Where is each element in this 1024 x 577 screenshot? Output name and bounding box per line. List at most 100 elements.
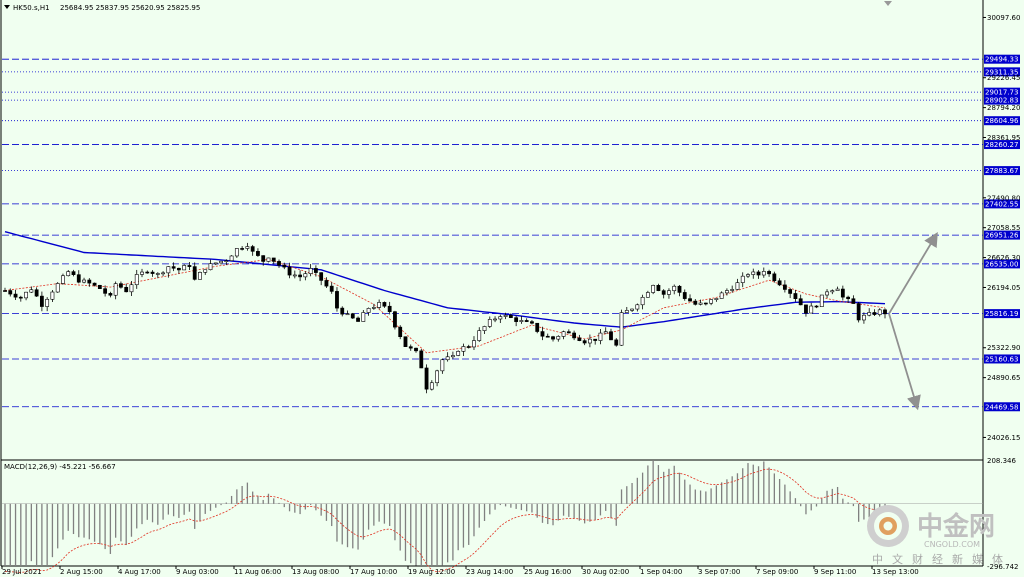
level-label: 25816.19 — [985, 310, 1018, 318]
level-label: 28260.27 — [985, 141, 1018, 149]
candle-body — [113, 283, 118, 296]
candle-body — [13, 293, 18, 298]
candle-body — [187, 265, 192, 267]
candle-body — [593, 338, 598, 341]
time-tick-label: 17 Aug 10:00 — [350, 568, 397, 576]
candle-body — [556, 336, 561, 340]
candle-body — [39, 295, 44, 307]
candle-body — [219, 260, 223, 264]
candle-body — [292, 274, 297, 277]
time-tick-label: 23 Aug 14:00 — [466, 568, 513, 576]
candle-body — [287, 266, 292, 276]
level-label-bg — [984, 259, 1020, 269]
candle-body — [161, 272, 165, 275]
ma-short-line — [4, 258, 886, 354]
scroll-marker-icon[interactable] — [884, 1, 892, 6]
level-label-bg — [984, 402, 1020, 412]
candle-body — [609, 331, 613, 341]
candle-body — [97, 284, 102, 289]
watermark-slogan: 中文财经新媒体 — [872, 552, 1012, 566]
time-tick-label: 29 Jul 2021 — [2, 568, 42, 576]
level-label-bg — [984, 87, 1020, 97]
price-axis: 30097.60 29226.45 28794.20 28361.95 27490.80… — [983, 14, 1020, 442]
candle-body — [588, 338, 592, 344]
candle-body — [777, 280, 782, 286]
candle-body — [340, 307, 345, 315]
time-tick-label: 13 Aug 08:00 — [292, 568, 339, 576]
candle-body — [66, 271, 71, 277]
candle-body — [735, 282, 740, 290]
level-label: 24469.58 — [985, 403, 1018, 411]
watermark-cn-name: 中金网 — [917, 511, 995, 542]
candle-body — [535, 322, 540, 332]
price-tick-label: 28361.95 — [987, 134, 1020, 142]
candle-body — [667, 290, 671, 295]
candle-body — [619, 312, 624, 346]
time-tick-label: 9 Aug 03:00 — [176, 568, 219, 576]
price-tick-label: 30097.60 — [987, 14, 1020, 22]
candle-body — [71, 271, 76, 275]
candle-body — [208, 263, 213, 271]
level-label: 27883.67 — [985, 167, 1018, 175]
candle-body — [445, 356, 450, 361]
candle-body — [129, 284, 134, 293]
chart-header: HK50.s,H1 25684.95 25837.95 25620.95 258… — [4, 1, 892, 12]
price-tick-label: 26626.30 — [987, 254, 1020, 262]
candle-body — [176, 267, 181, 271]
candle-body — [277, 261, 281, 266]
time-tick-label: 19 Aug 12:00 — [408, 568, 455, 576]
time-tick-label: 11 Aug 06:00 — [234, 568, 281, 576]
candle-body — [240, 248, 245, 250]
candle-body — [203, 269, 208, 273]
level-label: 28902.83 — [985, 97, 1018, 105]
candle-body — [8, 290, 13, 295]
candle-body — [419, 350, 424, 369]
candle-body — [524, 320, 529, 322]
moving-averages — [4, 231, 886, 354]
level-label-bg — [984, 199, 1020, 209]
candle-body — [261, 255, 266, 262]
candle-body — [398, 326, 403, 337]
time-tick-label: 25 Aug 16:00 — [524, 568, 571, 576]
candle-body — [798, 298, 803, 306]
candle-body — [656, 285, 661, 291]
candle-body — [472, 340, 476, 348]
candle-body — [477, 330, 482, 341]
candle-body — [403, 336, 408, 347]
candle-body — [435, 370, 439, 384]
level-label-bg — [984, 166, 1020, 176]
candle-body — [561, 331, 566, 337]
candle-body — [725, 290, 729, 294]
price-tick-label: 27058.55 — [987, 224, 1020, 232]
candle-body — [640, 296, 645, 306]
candle-body — [672, 285, 677, 292]
candle-body — [350, 313, 355, 319]
candle-body — [746, 274, 750, 277]
candle-body — [651, 285, 656, 293]
symbol-dropdown-icon[interactable] — [4, 5, 10, 9]
candle-body — [761, 271, 766, 276]
candle-body — [788, 289, 793, 294]
candle-body — [519, 320, 524, 322]
time-tick-label: 30 Aug 02:00 — [582, 568, 629, 576]
price-tick-label: 28794.20 — [987, 104, 1020, 112]
candle-body — [298, 274, 302, 278]
candle-body — [303, 273, 308, 278]
candle-body — [387, 305, 392, 312]
candle-body — [424, 367, 429, 390]
candle-body — [24, 291, 28, 299]
candle-body — [108, 293, 113, 296]
candle-body — [830, 290, 835, 293]
candle-body — [767, 271, 771, 275]
candle-body — [171, 266, 176, 269]
time-tick-label: 2 Aug 15:00 — [60, 568, 103, 576]
candlesticks — [3, 242, 887, 394]
candle-body — [598, 332, 603, 341]
candle-body — [440, 359, 445, 372]
candle-body — [661, 290, 666, 295]
candle-body — [324, 280, 329, 287]
candle-body — [34, 289, 39, 297]
candle-body — [245, 246, 250, 249]
candle-body — [140, 271, 144, 275]
price-tick-label: 29226.45 — [987, 74, 1020, 82]
